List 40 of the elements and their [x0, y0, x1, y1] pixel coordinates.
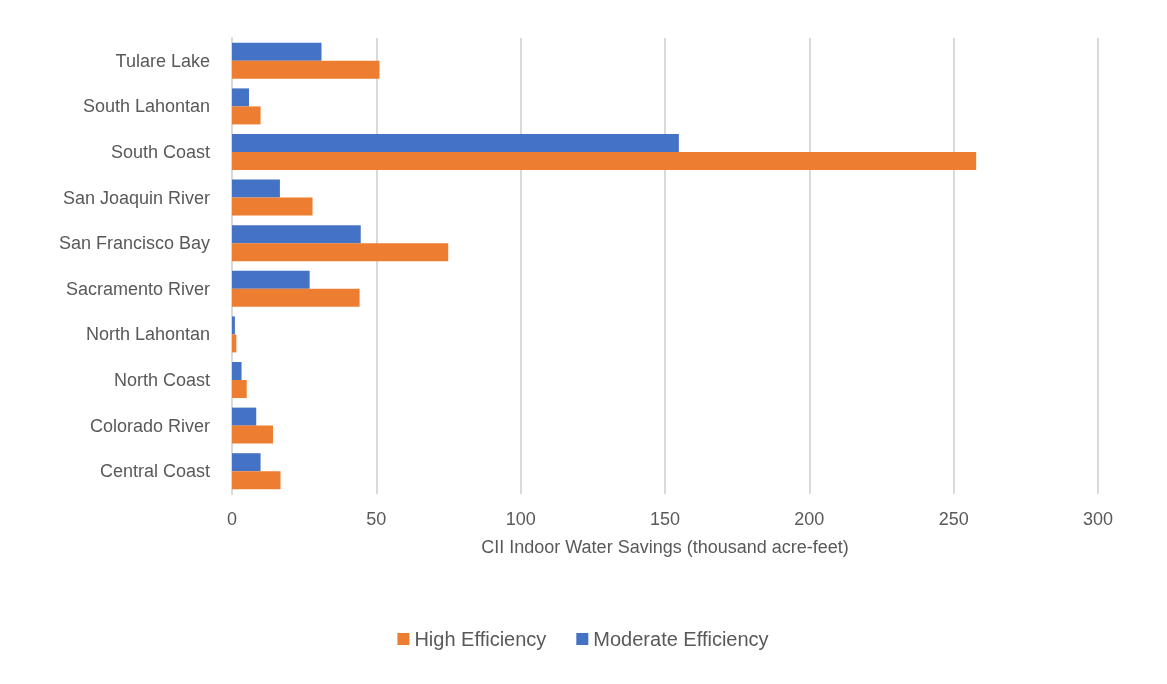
bar	[232, 197, 313, 216]
x-tick-label: 250	[938, 509, 969, 529]
x-tick-label: 100	[505, 509, 536, 529]
bar	[232, 471, 281, 490]
bar	[232, 407, 257, 426]
bar	[232, 88, 250, 107]
y-tick-label: South Coast	[110, 142, 210, 162]
bar	[232, 152, 977, 170]
y-tick-label: Tulare Lake	[115, 50, 210, 71]
bar	[232, 134, 679, 152]
y-tick-label: San Francisco Bay	[58, 233, 210, 254]
bar	[232, 243, 449, 262]
y-tick-label: Sacramento River	[65, 278, 210, 299]
legend-label: Moderate Efficiency	[593, 628, 769, 650]
bar	[232, 225, 361, 244]
bar	[232, 425, 273, 444]
y-tick-label: Colorado River	[89, 415, 210, 436]
x-tick-label: 0	[226, 509, 238, 529]
bar	[232, 288, 360, 307]
bar	[232, 179, 280, 198]
legend-label: High Efficiency	[414, 628, 547, 650]
bar	[232, 60, 380, 79]
x-tick-label: 300	[1082, 509, 1114, 529]
x-axis-title: CII Indoor Water Savings (thousand acre-feet)	[481, 537, 849, 557]
bar	[232, 106, 261, 125]
y-tick-label: North Coast	[113, 370, 210, 390]
bar	[232, 316, 235, 335]
bar	[232, 362, 242, 380]
y-tick-label: North Lahontan	[85, 324, 210, 345]
bar	[232, 334, 237, 353]
y-tick-label: South Lahontan	[82, 96, 210, 117]
x-tick-label: 50	[366, 509, 387, 529]
y-tick-label: San Joaquin River	[62, 187, 210, 208]
x-tick-label: 150	[649, 509, 681, 529]
y-tick-label: Central Coast	[99, 461, 210, 482]
bar	[232, 42, 322, 61]
x-tick-label: 200	[794, 509, 825, 529]
bar	[232, 453, 261, 472]
bar	[232, 270, 310, 289]
bar	[232, 380, 247, 398]
